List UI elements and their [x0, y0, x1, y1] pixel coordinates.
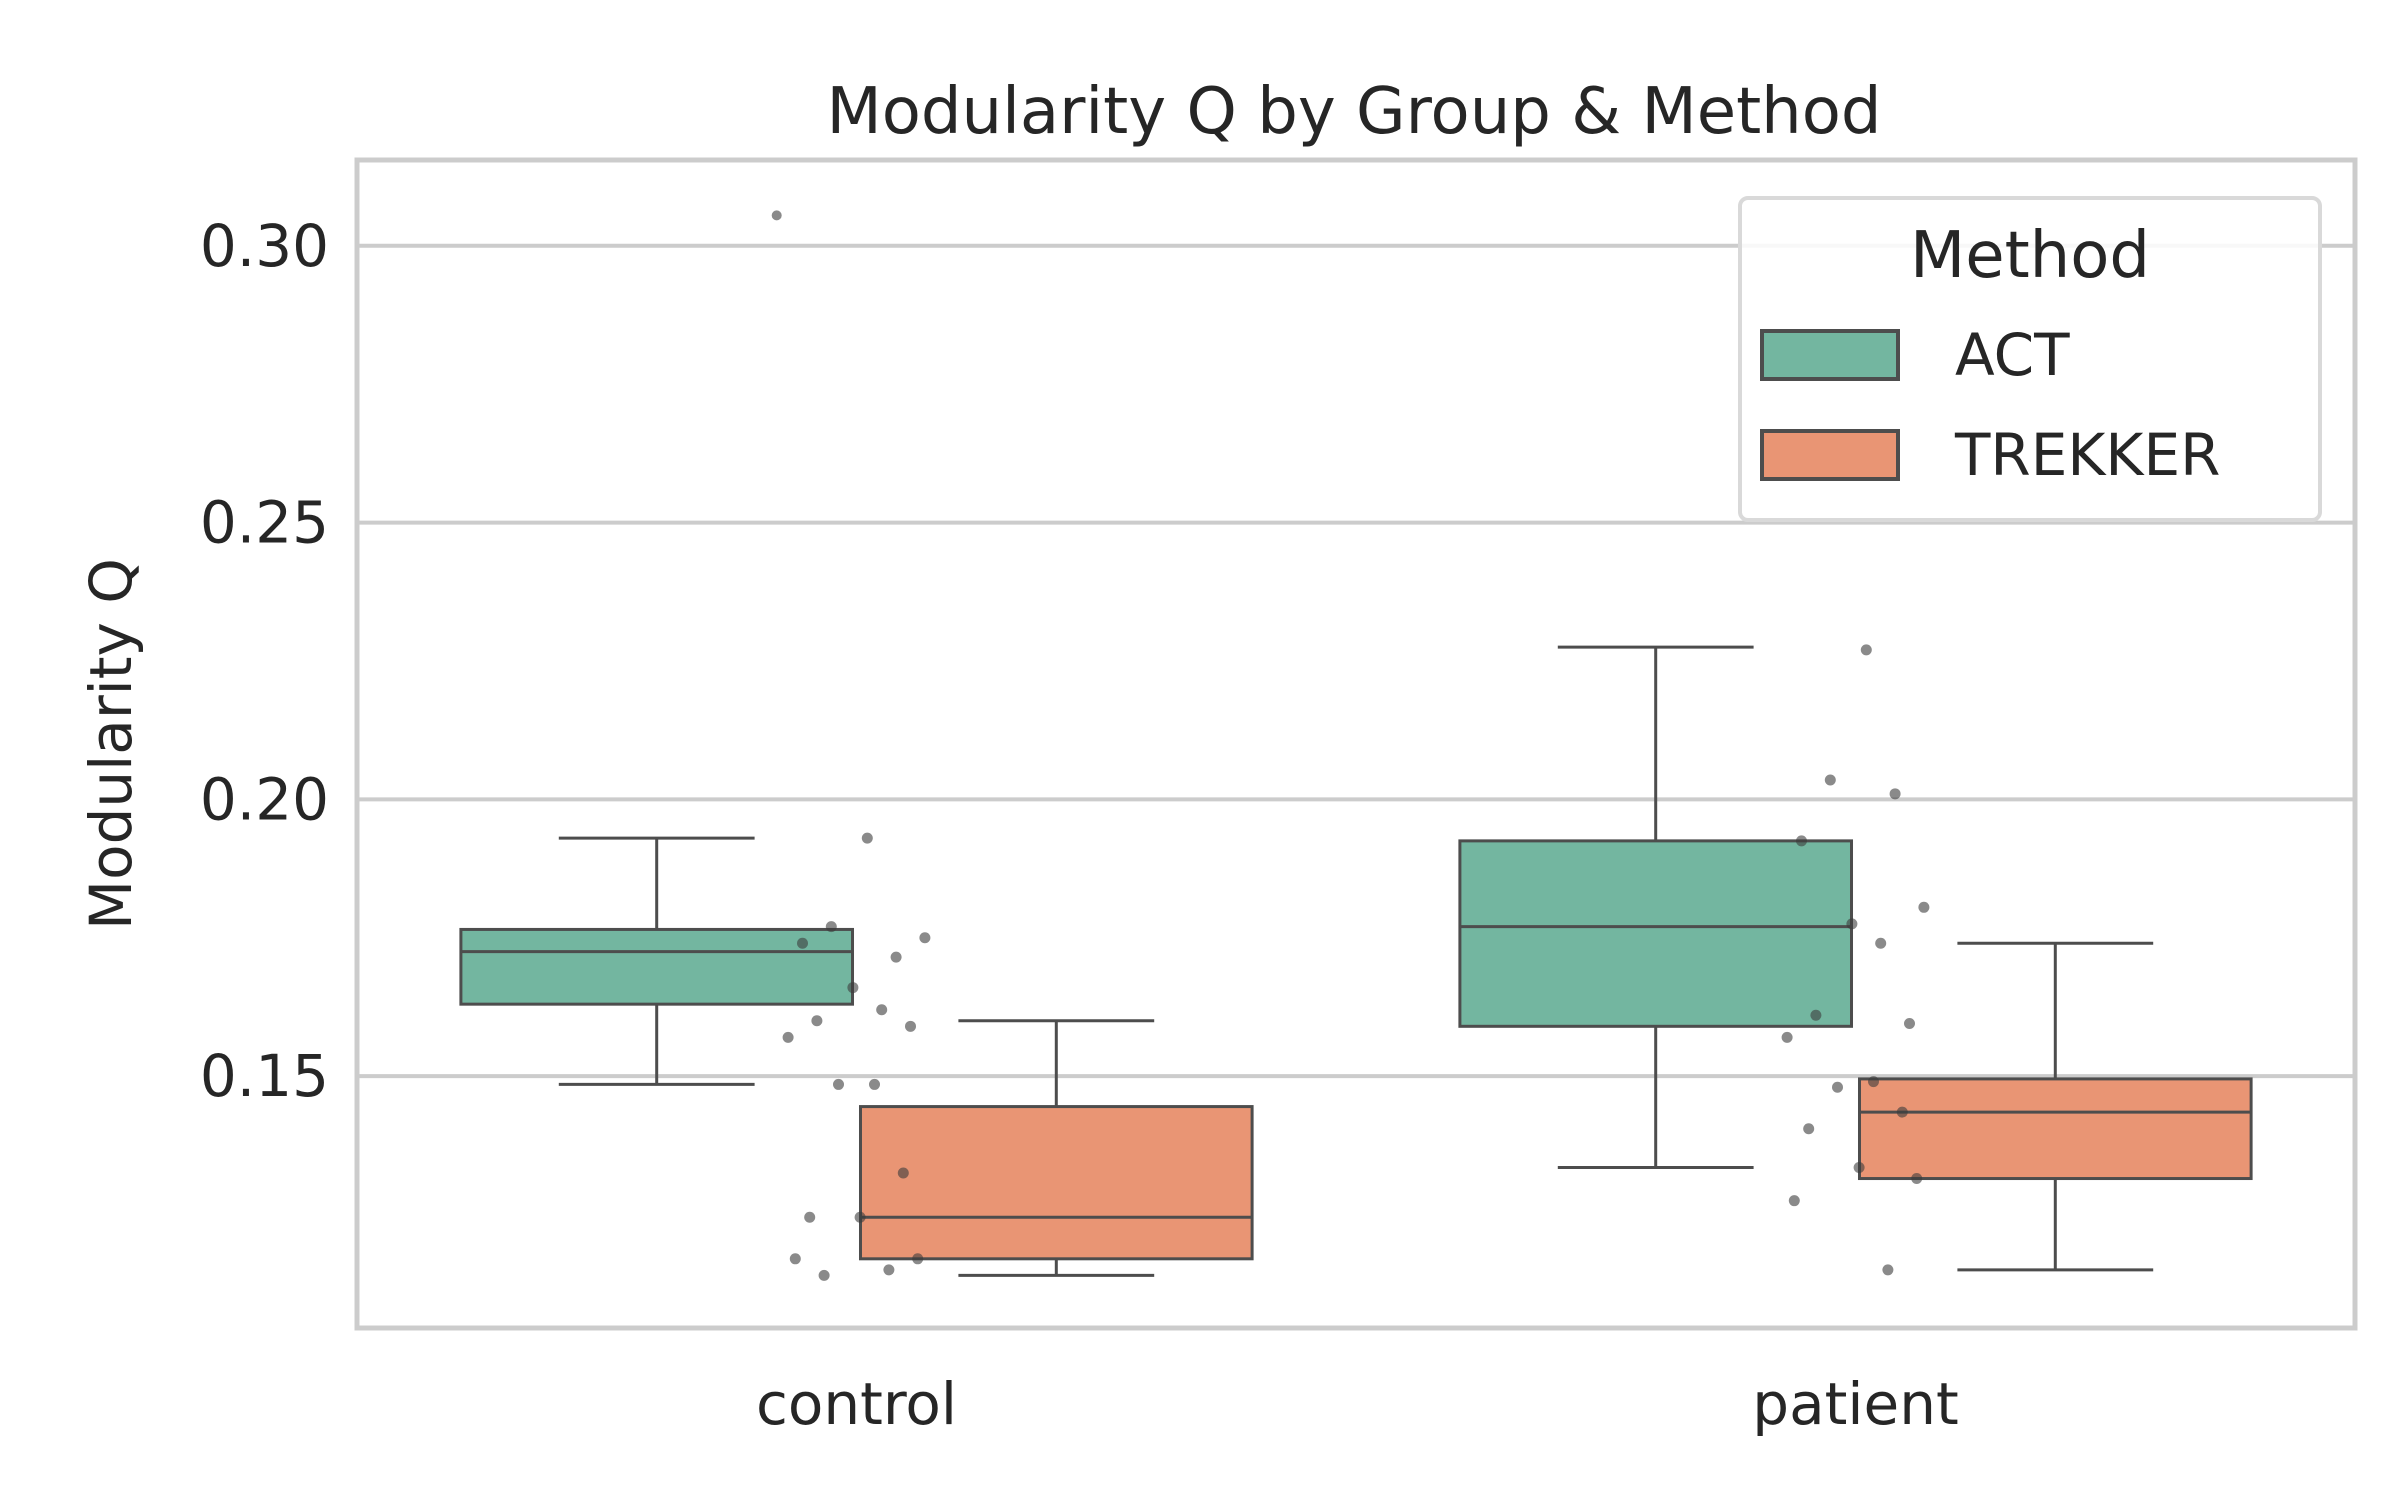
y-tick-label: 0.15 — [200, 1042, 329, 1110]
legend-swatch-act — [1760, 329, 1900, 381]
y-tick-label: 0.20 — [200, 765, 329, 833]
legend: Method ACT TREKKER — [1738, 196, 2322, 522]
strip-point — [883, 1264, 895, 1276]
strip-point — [890, 951, 902, 963]
box-iqr — [1458, 839, 1854, 1028]
strip-point — [1918, 901, 1930, 913]
data-points — [782, 644, 1930, 1281]
strip-point — [818, 1269, 830, 1281]
strip-point — [869, 1078, 880, 1090]
strip-point — [1824, 774, 1836, 786]
strip-point — [1803, 1123, 1815, 1135]
box-act-patient — [1458, 645, 1854, 1169]
strip-point — [804, 1211, 816, 1223]
strip-point — [1846, 918, 1858, 930]
strip-point — [811, 1015, 823, 1027]
strip-point — [1868, 1076, 1879, 1088]
strip-point — [1810, 1009, 1822, 1021]
plot-frame — [354, 157, 2358, 1331]
y-axis-label: Modularity Q — [77, 558, 145, 930]
y-tick-label: 0.25 — [200, 489, 329, 557]
strip-point — [789, 1253, 801, 1265]
x-tick-label: control — [756, 1370, 957, 1438]
box-iqr — [1857, 1077, 2253, 1181]
strip-point — [854, 1211, 866, 1223]
strip-point — [1882, 1264, 1894, 1276]
legend-label-act: ACT — [1955, 321, 2070, 389]
strip-point — [1860, 644, 1872, 656]
x-tick-labels: control patient — [756, 1370, 1959, 1438]
strip-point — [905, 1020, 916, 1032]
strip-point — [912, 1253, 924, 1265]
strip-point — [782, 1031, 794, 1043]
strip-point — [1904, 1018, 1915, 1030]
legend-label-trekker: TREKKER — [1954, 421, 2220, 489]
strip-point — [919, 932, 931, 944]
strip-point — [1853, 1161, 1865, 1173]
strip-point — [1889, 788, 1901, 800]
outlier-point — [771, 210, 782, 221]
strip-point — [861, 832, 873, 844]
legend-swatch-trekker — [1760, 429, 1900, 481]
strip-point — [833, 1078, 844, 1090]
strip-point — [1896, 1106, 1908, 1118]
strip-point — [897, 1167, 909, 1179]
box-plots — [459, 210, 2253, 1277]
y-tick-label: 0.30 — [200, 212, 329, 280]
box-iqr — [459, 927, 855, 1006]
strip-point — [1781, 1031, 1793, 1043]
box-iqr — [858, 1105, 1254, 1261]
x-tick-label: patient — [1752, 1370, 1958, 1438]
strip-point — [1875, 937, 1887, 949]
strip-point — [1788, 1195, 1800, 1207]
strip-point — [1832, 1081, 1843, 1093]
chart-title: Modularity Q by Group & Method — [827, 75, 1882, 149]
strip-point — [1911, 1173, 1923, 1185]
y-tick-labels: 0.15 0.20 0.25 0.30 — [200, 212, 329, 1110]
box-trekker-patient — [1857, 941, 2253, 1272]
box-act-control — [459, 210, 855, 1086]
strip-point — [847, 982, 859, 994]
strip-point — [797, 937, 808, 949]
strip-point — [876, 1004, 888, 1016]
strip-point — [1796, 835, 1807, 847]
strip-point — [825, 921, 837, 933]
box-trekker-control — [858, 1019, 1254, 1277]
legend-title: Method — [1910, 219, 2150, 293]
